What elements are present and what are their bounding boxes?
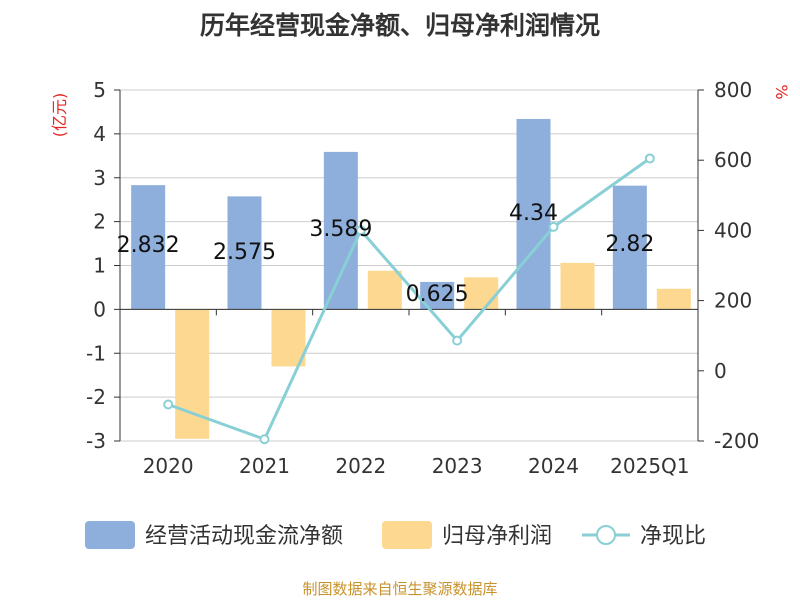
- y-left-tick-label: 5: [93, 78, 106, 102]
- bar-net-profit: [175, 309, 210, 439]
- y-right-tick-label: 800: [714, 78, 752, 102]
- bar-cashflow: [612, 185, 647, 310]
- y-left-unit: (亿元): [50, 93, 69, 138]
- data-label: 2.575: [213, 240, 276, 265]
- y-left-tick-label: -3: [86, 429, 106, 453]
- x-tick-label: 2022: [335, 454, 386, 478]
- x-tick-label: 2025Q1: [610, 454, 689, 478]
- legend-swatch-cash-ratio-point: [596, 525, 616, 545]
- y-right-tick-label: 200: [714, 289, 752, 313]
- legend-label-net-profit: 归母净利润: [442, 524, 552, 549]
- data-label: 3.589: [309, 217, 372, 242]
- y-left-tick-label: -1: [86, 341, 106, 365]
- chart-title: 历年经营现金净额、归母净利润情况: [199, 11, 600, 40]
- y-right-tick-label: 600: [714, 148, 752, 172]
- line-point: [355, 225, 366, 236]
- bar-net-profit: [271, 309, 306, 367]
- y-left-tick-label: 4: [93, 122, 106, 146]
- y-left-tick-label: -2: [86, 385, 106, 409]
- x-tick-label: 2023: [432, 454, 483, 478]
- line-point: [259, 434, 270, 445]
- line-point: [548, 221, 559, 232]
- bar-net-profit: [560, 262, 595, 310]
- data-label: 4.34: [509, 201, 558, 226]
- bar-cashflow: [131, 185, 166, 310]
- data-label: 2.832: [117, 233, 180, 258]
- source-note: 制图数据来自恒生聚源数据库: [302, 580, 498, 598]
- y-right-unit: %: [772, 84, 791, 99]
- y-right-tick-label: -200: [714, 429, 759, 453]
- y-left-tick-label: 0: [93, 297, 106, 321]
- y-left-tick-label: 3: [93, 166, 106, 190]
- y-left-tick-label: 2: [93, 210, 106, 234]
- bar-cashflow: [323, 151, 358, 310]
- data-label: 2.82: [605, 232, 654, 257]
- y-right-tick-label: 0: [714, 359, 727, 383]
- y-left-tick-label: 1: [93, 254, 106, 278]
- legend-label-cash-ratio: 净现比: [640, 524, 706, 549]
- line-point: [163, 399, 174, 410]
- line-cash-ratio: [167, 157, 651, 442]
- data-label: 0.625: [406, 282, 469, 307]
- legend-swatch-net-profit: [382, 521, 432, 549]
- bar-net-profit: [367, 270, 402, 310]
- x-tick-label: 2024: [528, 454, 579, 478]
- y-right-tick-label: 400: [714, 218, 752, 242]
- legend-label-cashflow: 经营活动现金流净额: [145, 524, 343, 549]
- bar-cashflow: [516, 118, 551, 310]
- x-tick-label: 2020: [143, 454, 194, 478]
- legend-swatch-cashflow: [85, 521, 135, 549]
- line-point: [452, 335, 463, 346]
- bar-cashflow: [227, 196, 262, 310]
- x-tick-label: 2021: [239, 454, 290, 478]
- bar-net-profit: [464, 277, 499, 310]
- bar-net-profit: [656, 288, 691, 310]
- line-point: [644, 153, 655, 164]
